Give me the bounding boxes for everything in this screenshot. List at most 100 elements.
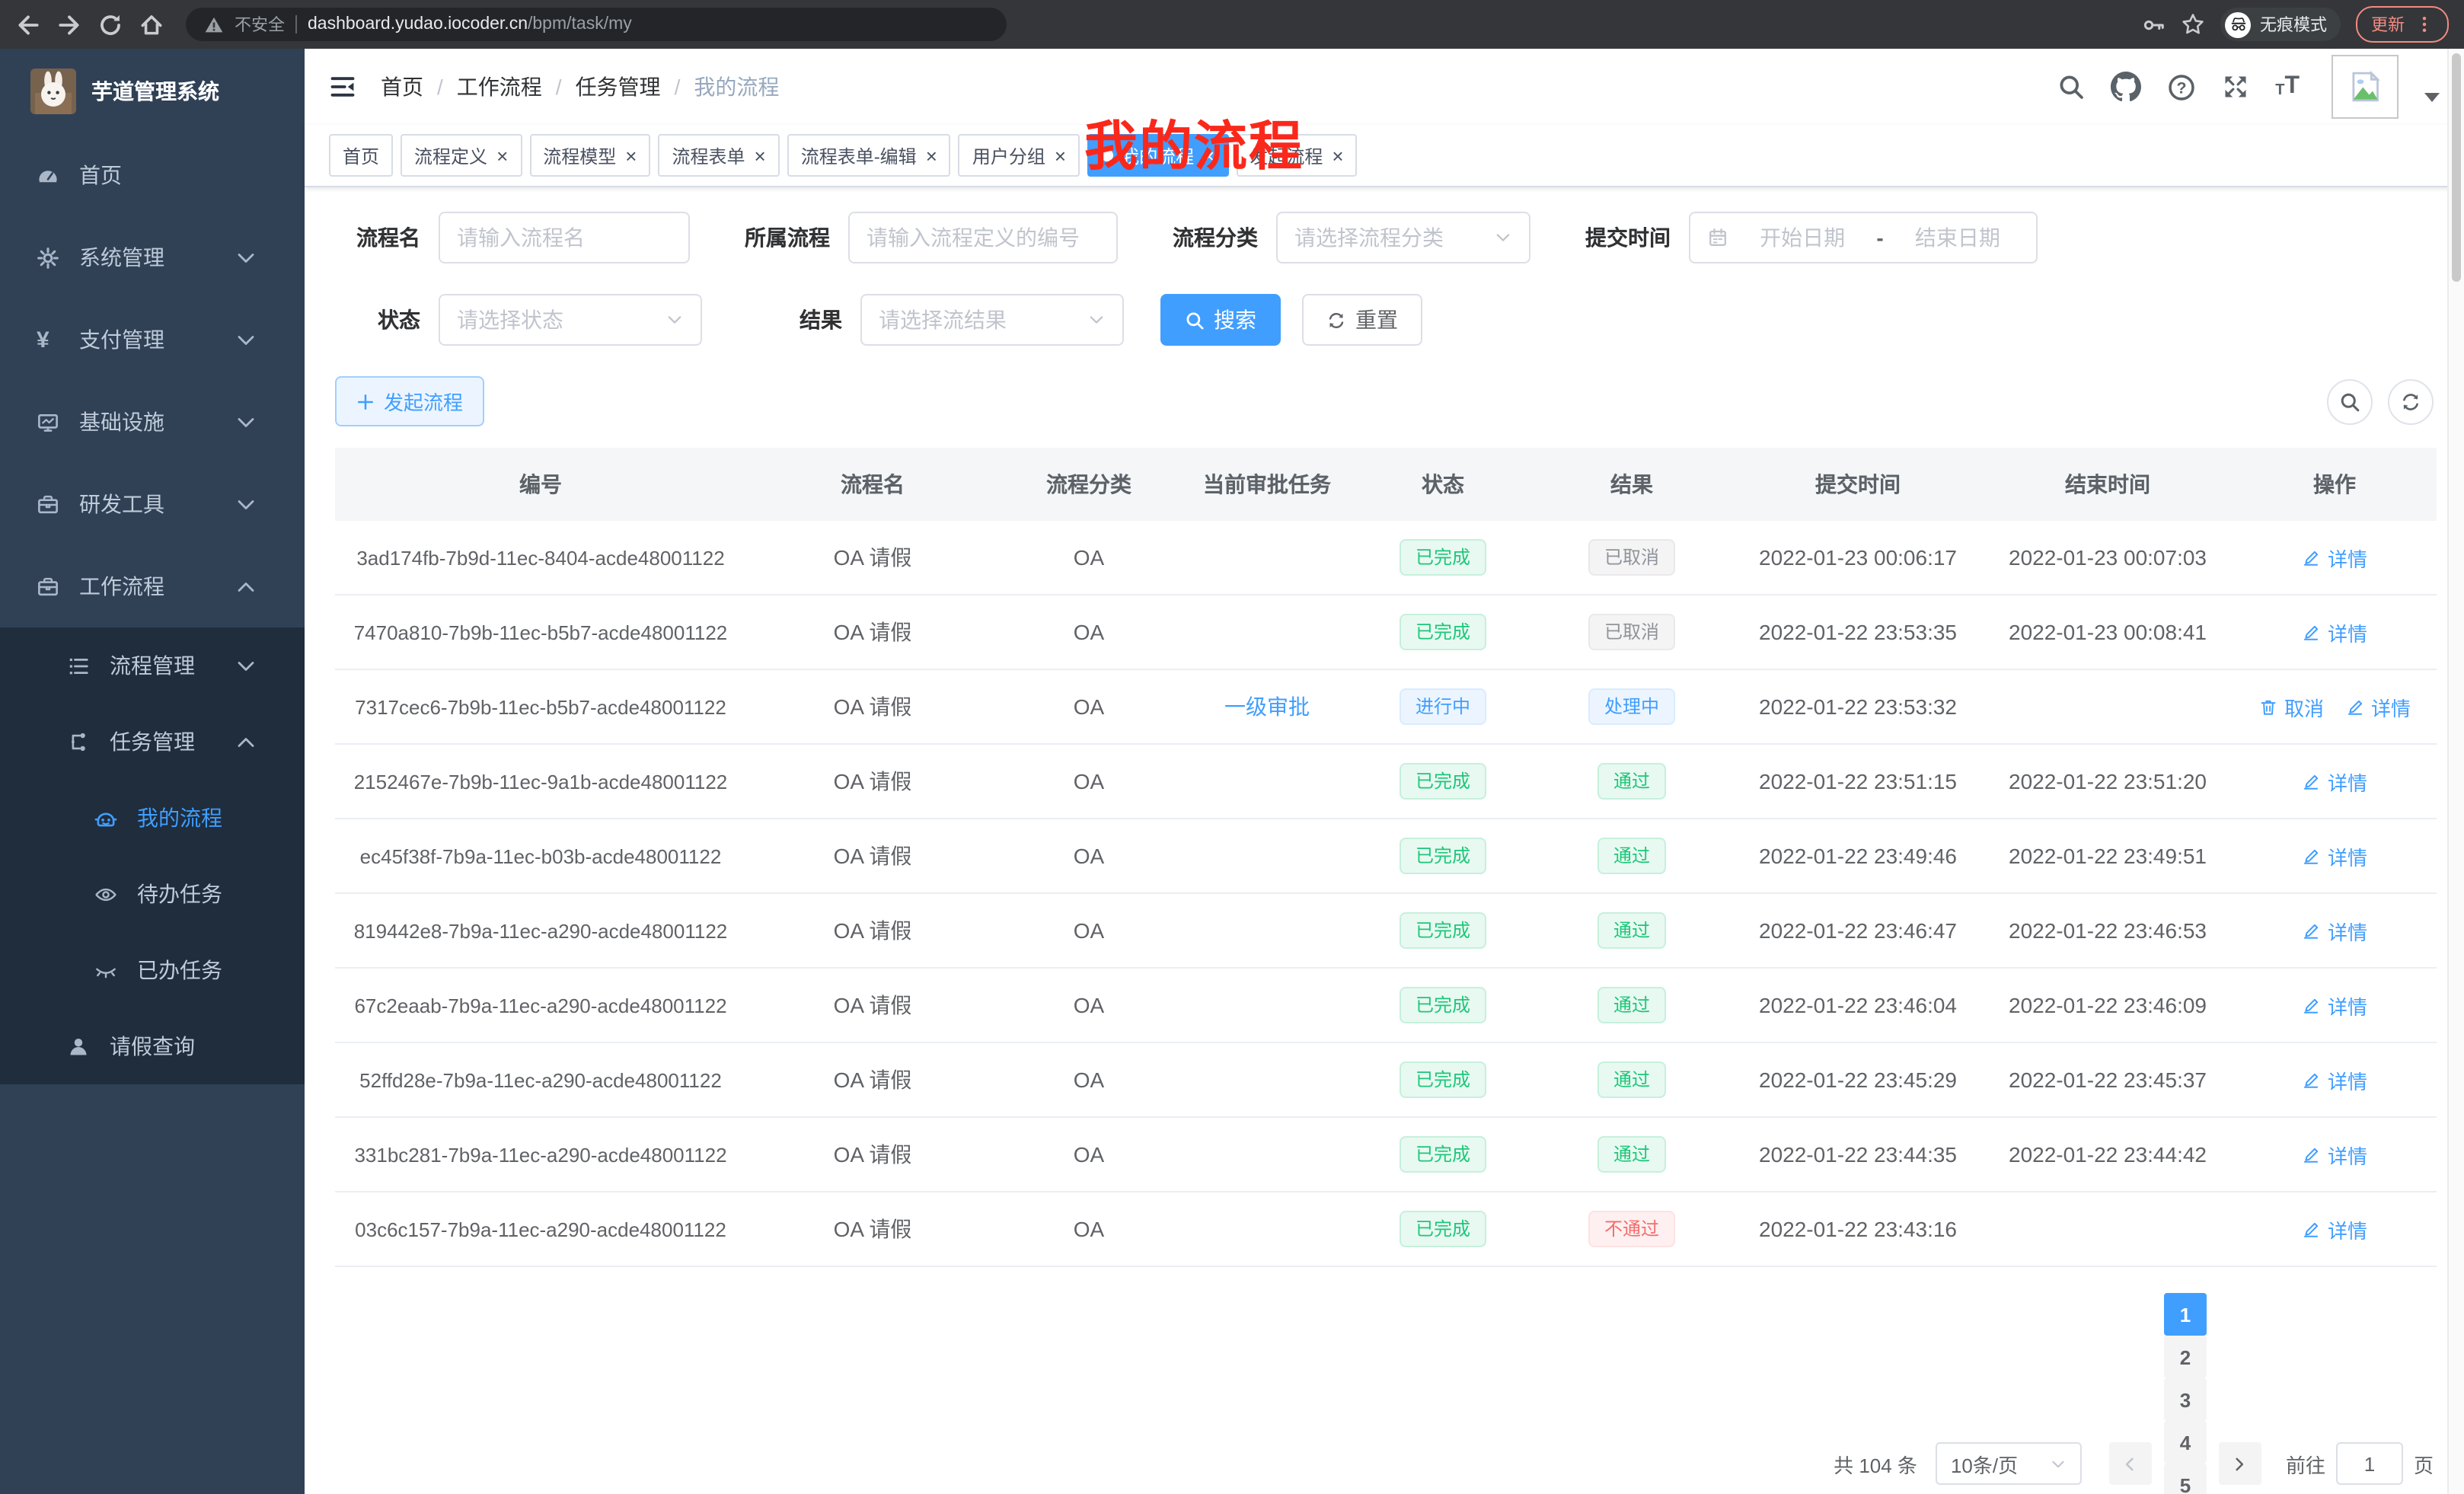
table-row[interactable]: 52ffd28e-7b9a-11ec-a290-acde48001122 OA 请… <box>335 1042 2437 1118</box>
sidebar-item-已办任务[interactable]: 已办任务 <box>0 932 305 1008</box>
breadcrumb-separator: / <box>674 75 681 99</box>
tab-我的流程[interactable]: 我的流程 × <box>1087 134 1229 177</box>
name-input[interactable] <box>439 212 690 263</box>
category-select[interactable]: 请选择流程分类 <box>1276 212 1530 263</box>
close-icon[interactable]: × <box>1054 144 1067 167</box>
detail-button[interactable]: 详情 <box>2302 543 2367 572</box>
sidebar-item-待办任务[interactable]: 待办任务 <box>0 856 305 932</box>
close-icon[interactable]: × <box>925 144 937 167</box>
detail-button[interactable]: 详情 <box>2302 767 2367 796</box>
cell-end-time: 2022-01-23 00:07:03 <box>1983 521 2233 595</box>
hamburger-icon[interactable] <box>329 73 356 101</box>
detail-button[interactable]: 详情 <box>2345 692 2411 721</box>
key-icon[interactable] <box>2143 13 2166 36</box>
action-label: 详情 <box>2327 547 2367 570</box>
sidebar-item-请假查询[interactable]: 请假查询 <box>0 1008 305 1084</box>
sidebar-item-流程管理[interactable]: 流程管理 <box>0 627 305 704</box>
avatar[interactable] <box>2332 55 2399 119</box>
create-process-button[interactable]: 发起流程 <box>335 376 485 426</box>
table-row[interactable]: 7470a810-7b9b-11ec-b5b7-acde48001122 OA 请… <box>335 595 2437 670</box>
tab-发起流程[interactable]: 发起流程 × <box>1236 134 1358 177</box>
toggle-search-button[interactable] <box>2327 378 2373 424</box>
tab-流程定义[interactable]: 流程定义 × <box>401 134 522 177</box>
forward-icon[interactable] <box>56 11 82 37</box>
table-row[interactable]: 03c6c157-7b9a-11ec-a290-acde48001122 OA 请… <box>335 1192 2437 1267</box>
breadcrumb-item[interactable]: 首页 <box>381 75 423 99</box>
detail-button[interactable]: 详情 <box>2302 991 2367 1020</box>
tab-流程表单[interactable]: 流程表单 × <box>658 134 780 177</box>
reload-icon[interactable] <box>97 11 123 37</box>
page-button-5[interactable]: 5 <box>2163 1464 2207 1494</box>
task-link[interactable]: 一级审批 <box>1224 694 1310 719</box>
page-scrollbar[interactable] <box>2447 49 2464 1494</box>
detail-button[interactable]: 详情 <box>2302 1215 2367 1243</box>
sidebar-item-首页[interactable]: 首页 <box>0 134 305 216</box>
sidebar-item-我的流程[interactable]: 我的流程 <box>0 780 305 856</box>
table-row[interactable]: ec45f38f-7b9a-11ec-b03b-acde48001122 OA 请… <box>335 819 2437 894</box>
scrollbar-thumb[interactable] <box>2452 53 2461 282</box>
tab-用户分组[interactable]: 用户分组 × <box>958 134 1080 177</box>
address-bar[interactable]: 不安全 dashboard.yudao.iocoder.cn/bpm/task/… <box>186 8 1007 41</box>
detail-button[interactable]: 详情 <box>2302 618 2367 646</box>
sidebar-item-工作流程[interactable]: 工作流程 <box>0 545 305 627</box>
definition-input[interactable] <box>848 212 1118 263</box>
refresh-table-button[interactable] <box>2388 378 2434 424</box>
detail-button[interactable]: 详情 <box>2302 1065 2367 1094</box>
github-icon[interactable] <box>2111 72 2142 102</box>
page-button-2[interactable]: 2 <box>2163 1336 2207 1378</box>
next-page-button[interactable] <box>2218 1442 2261 1485</box>
page-size-select[interactable]: 10条/页 <box>1935 1442 2082 1485</box>
reset-button[interactable]: 重置 <box>1302 294 1422 346</box>
close-icon[interactable]: × <box>625 144 637 167</box>
tabs-bar: 首页 流程定义 × 流程模型 × 流程表单 × 流程表单-编辑 × 用户分组 × 我的流程 × 发起流程 × <box>305 125 2464 187</box>
status-select[interactable]: 请选择状态 <box>439 294 702 346</box>
result-select[interactable]: 请选择流结果 <box>860 294 1124 346</box>
cell-category: OA <box>999 1042 1179 1118</box>
sidebar-item-支付管理[interactable]: ¥ 支付管理 <box>0 298 305 381</box>
table-row[interactable]: 7317cec6-7b9b-11ec-b5b7-acde48001122 OA 请… <box>335 669 2437 745</box>
fullscreen-icon[interactable] <box>2222 73 2249 101</box>
close-icon[interactable]: × <box>1332 144 1344 167</box>
app-logo-row[interactable]: 芋道管理系统 <box>0 49 305 134</box>
detail-button[interactable]: 详情 <box>2302 841 2367 870</box>
tab-首页[interactable]: 首页 <box>329 134 394 177</box>
submit-time-range[interactable]: 开始日期 - 结束日期 <box>1689 212 2038 263</box>
close-icon[interactable]: × <box>754 144 766 167</box>
breadcrumb-item[interactable]: 工作流程 <box>456 75 542 99</box>
page-button-3[interactable]: 3 <box>2163 1378 2207 1421</box>
search-button[interactable]: 搜索 <box>1160 294 1281 346</box>
table-row[interactable]: 3ad174fb-7b9d-11ec-8404-acde48001122 OA 请… <box>335 521 2437 595</box>
sidebar-item-系统管理[interactable]: 系统管理 <box>0 216 305 298</box>
caret-down-icon[interactable] <box>2424 93 2440 102</box>
prev-page-button[interactable] <box>2108 1442 2152 1485</box>
close-icon[interactable]: × <box>1203 144 1215 167</box>
back-icon[interactable] <box>15 11 41 37</box>
cancel-button[interactable]: 取消 <box>2258 692 2324 721</box>
cell-task <box>1179 521 1355 595</box>
tab-流程模型[interactable]: 流程模型 × <box>529 134 651 177</box>
search-icon[interactable] <box>2057 73 2085 101</box>
page-button-4[interactable]: 4 <box>2163 1421 2207 1464</box>
detail-button[interactable]: 详情 <box>2302 1140 2367 1169</box>
menu-dots-icon[interactable] <box>2415 15 2434 34</box>
search-icon <box>1185 310 1205 330</box>
detail-button[interactable]: 详情 <box>2302 916 2367 945</box>
help-icon[interactable]: ? <box>2167 72 2196 101</box>
page-button-1[interactable]: 1 <box>2163 1293 2207 1336</box>
table-row[interactable]: 2152467e-7b9b-11ec-9a1b-acde48001122 OA 请… <box>335 744 2437 819</box>
breadcrumb-item[interactable]: 任务管理 <box>575 75 661 99</box>
table-row[interactable]: 67c2eaab-7b9a-11ec-a290-acde48001122 OA 请… <box>335 968 2437 1043</box>
sidebar-item-基础设施[interactable]: 基础设施 <box>0 381 305 463</box>
goto-page-input[interactable] <box>2335 1442 2403 1485</box>
sidebar-item-任务管理[interactable]: 任务管理 <box>0 704 305 780</box>
cell-category: OA <box>999 1192 1179 1267</box>
sidebar-item-研发工具[interactable]: 研发工具 <box>0 463 305 545</box>
tab-流程表单-编辑[interactable]: 流程表单-编辑 × <box>787 134 951 177</box>
star-icon[interactable] <box>2181 12 2205 37</box>
close-icon[interactable]: × <box>496 144 509 167</box>
table-row[interactable]: 331bc281-7b9a-11ec-a290-acde48001122 OA 请… <box>335 1117 2437 1192</box>
table-row[interactable]: 819442e8-7b9a-11ec-a290-acde48001122 OA 请… <box>335 893 2437 969</box>
update-button[interactable]: 更新 <box>2356 6 2449 43</box>
home-icon[interactable] <box>139 11 164 37</box>
